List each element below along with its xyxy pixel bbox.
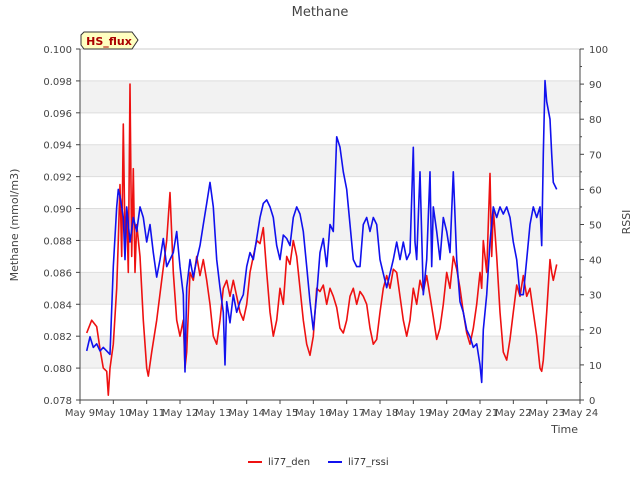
plot-band	[80, 144, 580, 177]
legend-label-li77_den: li77_den	[268, 457, 310, 468]
plot-band	[80, 49, 580, 81]
y-tick-label-right: 20	[589, 326, 602, 337]
x-tick-label: May 20	[428, 408, 465, 419]
x-tick-label: May 16	[295, 408, 332, 419]
y-axis-label-right: RSSI	[620, 210, 633, 235]
y-tick-label-left: 0.080	[43, 364, 72, 375]
y-tick-label-right: 10	[589, 361, 602, 372]
y-tick-label-right: 30	[589, 291, 602, 302]
x-tick-label: May 24	[562, 408, 599, 419]
x-tick-label: May 18	[362, 408, 399, 419]
site-badge: HS_flux	[80, 31, 139, 50]
y-tick-label-left: 0.078	[43, 396, 72, 407]
y-tick-label-right: 70	[589, 150, 602, 161]
plot-band	[80, 368, 580, 400]
x-tick-label: May 10	[95, 408, 132, 419]
x-tick-label: May 23	[528, 408, 565, 419]
x-tick-label: May 13	[195, 408, 232, 419]
y-tick-label-left: 0.100	[43, 45, 72, 56]
x-tick-label: May 9	[65, 408, 95, 419]
x-tick-label: May 19	[395, 408, 432, 419]
y-tick-label-right: 60	[589, 185, 602, 196]
y-tick-label-left: 0.086	[43, 268, 72, 279]
legend-label-li77_rssi: li77_rssi	[348, 457, 389, 468]
axes: 0.078 0.080 0.082 0.084 0.086 0.088 0.090 0.092…	[43, 45, 608, 419]
series-lines	[85, 79, 558, 396]
y-tick-label-right: 80	[589, 115, 602, 126]
series-line-li77_rssi	[85, 79, 558, 384]
legend: li77_den li77_rssi	[248, 457, 389, 468]
x-tick-label: May 21	[462, 408, 499, 419]
y-tick-label-right: 40	[589, 256, 602, 267]
y-tick-label-right: 0	[589, 396, 595, 407]
x-tick-label: May 14	[228, 408, 265, 419]
y-tick-label-left: 0.098	[43, 77, 72, 88]
plot-band	[80, 80, 580, 113]
y-tick-label-left: 0.092	[43, 173, 72, 184]
x-axis-label: Time	[550, 423, 578, 436]
y-tick-label-left: 0.088	[43, 236, 72, 247]
y-tick-label-right: 100	[589, 45, 608, 56]
y-tick-label-right: 50	[589, 221, 602, 232]
plot-background-bands	[80, 49, 580, 400]
series-line-li77_den	[85, 83, 558, 396]
x-tick-label: May 22	[495, 408, 532, 419]
x-tick-label: May 15	[262, 408, 299, 419]
badge-background	[80, 31, 139, 50]
y-tick-label-left: 0.082	[43, 332, 72, 343]
x-tick-label: May 11	[128, 408, 165, 419]
chart-title: Methane	[292, 5, 349, 20]
x-tick-label: May 17	[328, 408, 365, 419]
plot-band	[80, 304, 580, 337]
y-tick-label-left: 0.084	[43, 300, 72, 311]
y-tick-label-left: 0.096	[43, 109, 72, 120]
y-tick-label-left: 0.094	[43, 141, 72, 152]
badge-label: HS_flux	[86, 35, 132, 48]
plot-band	[80, 336, 580, 369]
y-axis-label-left: Methane (mmol/m3)	[8, 169, 21, 282]
plot-band	[80, 176, 580, 209]
x-tick-label: May 12	[162, 408, 199, 419]
plot-band	[80, 112, 580, 145]
y-tick-label-left: 0.090	[43, 205, 72, 216]
y-tick-label-right: 90	[589, 80, 602, 91]
